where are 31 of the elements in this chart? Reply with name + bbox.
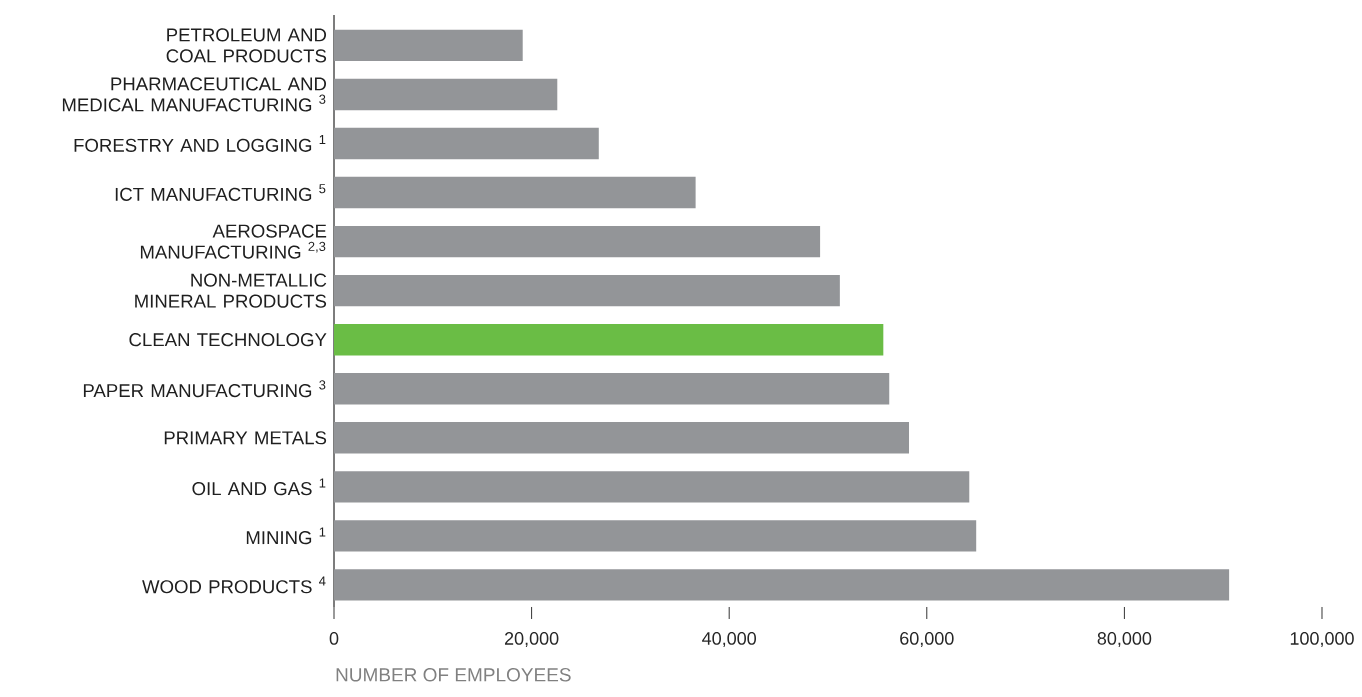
y-tick-label: NON-METALLIC MINERAL PRODUCTS: [135, 273, 327, 308]
x-axis-title: NUMBER OF EMPLOYEES: [336, 668, 571, 682]
x-tick-label: 60,000: [900, 632, 954, 647]
y-tick-label: PAPER MANUFACTURING $^{3}$: [83, 380, 326, 398]
y-tick-label: CLEAN TECHNOLOGY: [129, 333, 327, 347]
y-tick-label: ICT MANUFACTURING $^{5}$: [115, 184, 326, 201]
y-tick-label: OIL AND GAS $^{1}$: [192, 478, 326, 496]
bar: [334, 471, 970, 503]
x-tick-label: 40,000: [702, 632, 757, 647]
bar: [334, 422, 910, 454]
x-tick-label: 80,000: [1097, 632, 1152, 647]
y-tick-label: PRIMARY METALS: [164, 431, 327, 445]
bar: [334, 78, 558, 111]
y-tick-label: WOOD PRODUCTS $^{4}$: [142, 576, 326, 594]
bar: [334, 127, 599, 160]
x-tick-label: 100,000: [1290, 632, 1354, 647]
x-tick-label: 0: [329, 632, 339, 645]
x-tick-label: 20,000: [504, 632, 559, 647]
bar: [334, 29, 523, 62]
bar: [334, 225, 821, 258]
bar: [334, 520, 977, 552]
bar: [334, 176, 696, 209]
bar: [334, 373, 890, 405]
bar: [334, 274, 840, 307]
y-tick-label: PHARMACEUTICAL AND MEDICAL MANUFACTURING $^{3}$: [62, 77, 327, 112]
bar: [334, 569, 1230, 601]
y-tick-label: MINING $^{1}$: [246, 527, 326, 545]
bar: [334, 324, 884, 356]
y-tick-label: FORESTRY AND LOGGING $^{1}$: [74, 135, 326, 152]
y-tick-label: PETROLEUM AND COAL PRODUCTS: [166, 28, 327, 63]
y-tick-label: AEROSPACE MANUFACTURING $^{2,3}$: [140, 224, 327, 259]
